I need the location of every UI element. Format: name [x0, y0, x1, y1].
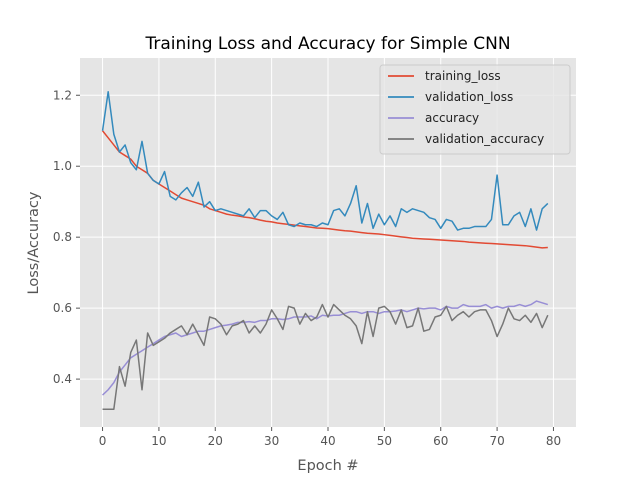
- legend-label-validation-loss: validation_loss: [425, 90, 513, 104]
- y-axis-label: Loss/Accuracy: [26, 191, 42, 294]
- chart-title: Training Loss and Accuracy for Simple CN…: [144, 34, 510, 54]
- series-lines: [101, 90, 549, 411]
- x-tick-label: 30: [264, 434, 279, 448]
- x-axis-label: Epoch #: [297, 458, 358, 474]
- series-line-validation-accuracy: [102, 303, 549, 411]
- legend-box: [379, 64, 571, 155]
- chart-legend: training_loss validation_loss accuracy vali…: [379, 64, 571, 155]
- x-tick-label: 70: [489, 434, 504, 448]
- y-tick-label: 0.6: [53, 301, 72, 315]
- x-tick-label: 60: [433, 434, 448, 448]
- x-tick-label: 50: [377, 434, 392, 448]
- x-tick-label: 80: [546, 434, 561, 448]
- y-tick-label: 0.8: [53, 230, 72, 244]
- axis-ticks: 0 10 20 30 40 50 60 70 80 0.4 0.6 0.8 1.0 1.2: [53, 88, 561, 448]
- legend-label-validation-accuracy: validation_accuracy: [425, 132, 544, 146]
- series-line-accuracy: [102, 300, 549, 396]
- series-line-validation-loss: [101, 90, 549, 231]
- x-tick-label: 40: [320, 434, 335, 448]
- y-tick-label: 1.2: [53, 88, 72, 102]
- x-tick-label: 10: [151, 434, 166, 448]
- x-tick-label: 0: [99, 434, 107, 448]
- y-tick-label: 1.0: [53, 159, 72, 173]
- legend-label-training-loss: training_loss: [425, 69, 501, 83]
- x-tick-label: 20: [208, 434, 223, 448]
- legend-label-accuracy: accuracy: [425, 111, 479, 125]
- y-tick-label: 0.4: [53, 372, 72, 386]
- series-line-training-loss: [101, 130, 548, 249]
